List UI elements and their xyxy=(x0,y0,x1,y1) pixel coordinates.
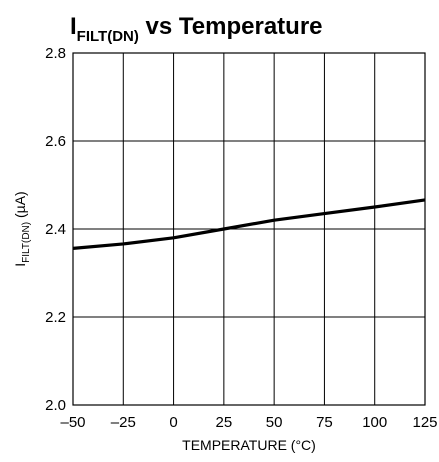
chart-title-subscript: FILT(DN) xyxy=(77,28,139,45)
y-tick-label: 2.4 xyxy=(45,221,66,238)
y-axis-label: IFILT(DN) (µA) xyxy=(12,191,32,266)
chart-title-suffix: vs Temperature xyxy=(139,13,323,40)
x-tick-label: 50 xyxy=(266,414,283,431)
x-tick-label: 75 xyxy=(316,414,333,431)
y-tick-label: 2.6 xyxy=(45,133,66,150)
plot-frame xyxy=(72,52,426,406)
x-tick-label: –25 xyxy=(111,414,136,431)
y-axis-label-suffix: (µA) xyxy=(12,191,28,222)
y-tick-label: 2.0 xyxy=(45,397,66,414)
series-line xyxy=(72,198,426,250)
series-layer xyxy=(72,198,426,250)
chart-title: IFILT(DN) vs Temperature xyxy=(70,13,323,45)
grid xyxy=(73,53,425,405)
y-axis-label-main: I xyxy=(12,263,28,267)
tick-labels: –50 –25 0 25 50 75 100 125 2.8 2.6 2.4 2.2 2.0 xyxy=(45,45,437,431)
x-tick-label: 100 xyxy=(362,414,387,431)
x-axis-label: TEMPERATURE (°C) xyxy=(182,437,316,453)
x-tick-label: 25 xyxy=(216,414,233,431)
x-tick-label: 0 xyxy=(169,414,177,431)
y-axis-label-subscript: FILT(DN) xyxy=(21,222,32,263)
x-tick-label: 125 xyxy=(412,414,437,431)
x-tick-label: –50 xyxy=(60,414,85,431)
y-tick-label: 2.8 xyxy=(45,45,66,62)
chart-title-main: I xyxy=(70,13,77,40)
y-tick-label: 2.2 xyxy=(45,309,66,326)
